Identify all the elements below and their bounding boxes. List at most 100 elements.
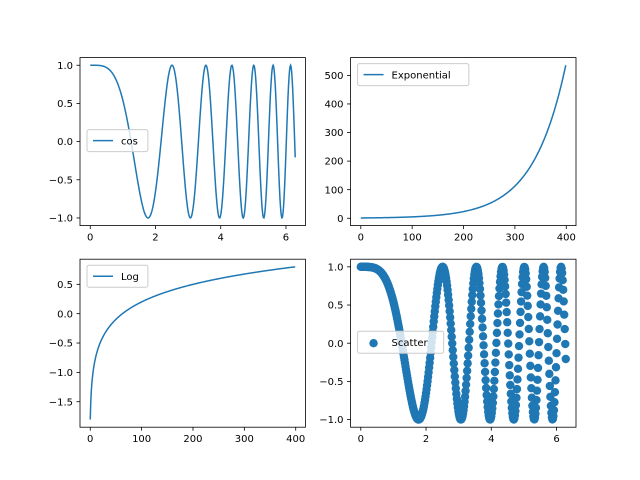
scatter-point (511, 400, 521, 410)
scatter-point (545, 369, 554, 379)
scatter-point (479, 341, 488, 350)
scatter-point (490, 367, 500, 377)
scatter-point (531, 403, 541, 413)
scatter-point (522, 282, 531, 291)
scatter-point (491, 348, 501, 358)
legend-box (357, 330, 445, 354)
y-tick-label: 1.0 (57, 61, 73, 72)
scatter-point (553, 306, 563, 316)
scatter-point (553, 320, 562, 329)
y-tick-label: −1.0 (49, 214, 73, 225)
scatter-point (492, 338, 501, 348)
legend-label: Log (121, 272, 139, 283)
y-tick-label: 0.0 (328, 339, 344, 350)
series-line-cos (90, 63, 296, 220)
scatter-point (551, 376, 560, 385)
y-tick-label: −0.5 (49, 339, 73, 350)
scatter-point (559, 297, 568, 306)
scatter-point (551, 363, 561, 372)
scatter-point (492, 328, 502, 338)
scatter-point (494, 300, 503, 309)
legend-label: cos (121, 137, 138, 148)
scatter-point (552, 334, 562, 343)
scatter-point (512, 393, 521, 402)
scatter-point (560, 324, 569, 334)
x-tick-label: 200 (454, 233, 473, 244)
scatter-point (465, 327, 474, 337)
subplot-4: 0 2 4 6 −1.0 −0.5 0.0 0.5 1.0 Scatter (319, 258, 577, 445)
scatter-point (532, 386, 542, 395)
scatter-point (516, 307, 525, 317)
scatter-point (493, 318, 502, 328)
scatter-point (501, 289, 510, 299)
y-tick-label: 0.5 (57, 280, 73, 291)
scatter-point (501, 298, 511, 307)
y-tick-label: 0 (337, 214, 343, 225)
scatter-point (488, 398, 498, 408)
scatter-point (480, 367, 490, 377)
scatter-point (526, 373, 536, 382)
series-line-log (89, 266, 296, 420)
scatter-point (541, 281, 550, 291)
scatter-point (467, 297, 476, 306)
scatter-point (500, 275, 509, 285)
scatter-point (516, 297, 526, 306)
scatter-point (481, 375, 490, 385)
y-tick-label: 200 (324, 157, 343, 168)
y-tick-label: 1.0 (328, 262, 344, 273)
x-tick-label: 100 (403, 233, 422, 244)
scatter-point (446, 319, 455, 328)
scatter-point (450, 365, 459, 375)
scatter-point (464, 343, 473, 352)
scatter-point (504, 339, 513, 348)
y-tick-label: −0.5 (49, 175, 73, 186)
scatter-point (522, 275, 531, 284)
scatter-point (515, 318, 525, 328)
legend-box (86, 129, 149, 153)
scatter-point (466, 319, 475, 329)
scatter-point (552, 349, 561, 358)
scatter-point (478, 332, 488, 341)
scatter-point (523, 291, 532, 300)
scatter-point (490, 376, 499, 386)
scatter-point (479, 350, 489, 359)
scatter-point (461, 380, 471, 389)
scatter-point (462, 366, 472, 376)
scatter-point (515, 330, 524, 339)
legend-marker (369, 339, 378, 348)
legend-box (86, 264, 149, 288)
scatter-point (476, 298, 486, 307)
y-tick-label: 100 (324, 185, 343, 196)
scatter-point (534, 351, 543, 360)
scatter-point (532, 395, 541, 405)
scatter-point (542, 291, 551, 300)
scatter-point (525, 349, 534, 358)
x-tick-label: 0 (358, 434, 364, 445)
scatter-point (524, 312, 533, 322)
y-tick-label: 0.0 (57, 309, 73, 320)
x-tick-label: 0 (87, 434, 93, 445)
legend: cos (86, 129, 149, 153)
scatter-point (445, 307, 454, 316)
scatter-point (475, 284, 485, 294)
scatter-point (445, 313, 455, 322)
scatter-point (550, 398, 559, 407)
scatter-point (448, 339, 457, 348)
y-tick-label: 0.5 (57, 99, 73, 110)
scatter-point (500, 282, 510, 291)
scatter-point (503, 328, 512, 337)
scatter-point (558, 276, 567, 285)
x-tick-label: 300 (505, 233, 524, 244)
scatter-point (467, 304, 476, 313)
scatter-point (464, 335, 474, 344)
scatter-point (535, 324, 544, 334)
scatter-point (561, 354, 570, 364)
scatter-point (561, 339, 570, 349)
scatter-point (534, 337, 544, 347)
scatter-point (505, 360, 514, 370)
legend-label: Scatter (392, 338, 429, 349)
scatter-point (503, 318, 512, 327)
scatter-point (549, 405, 559, 415)
x-tick-label: 6 (553, 434, 559, 445)
scatter-point (447, 332, 456, 341)
